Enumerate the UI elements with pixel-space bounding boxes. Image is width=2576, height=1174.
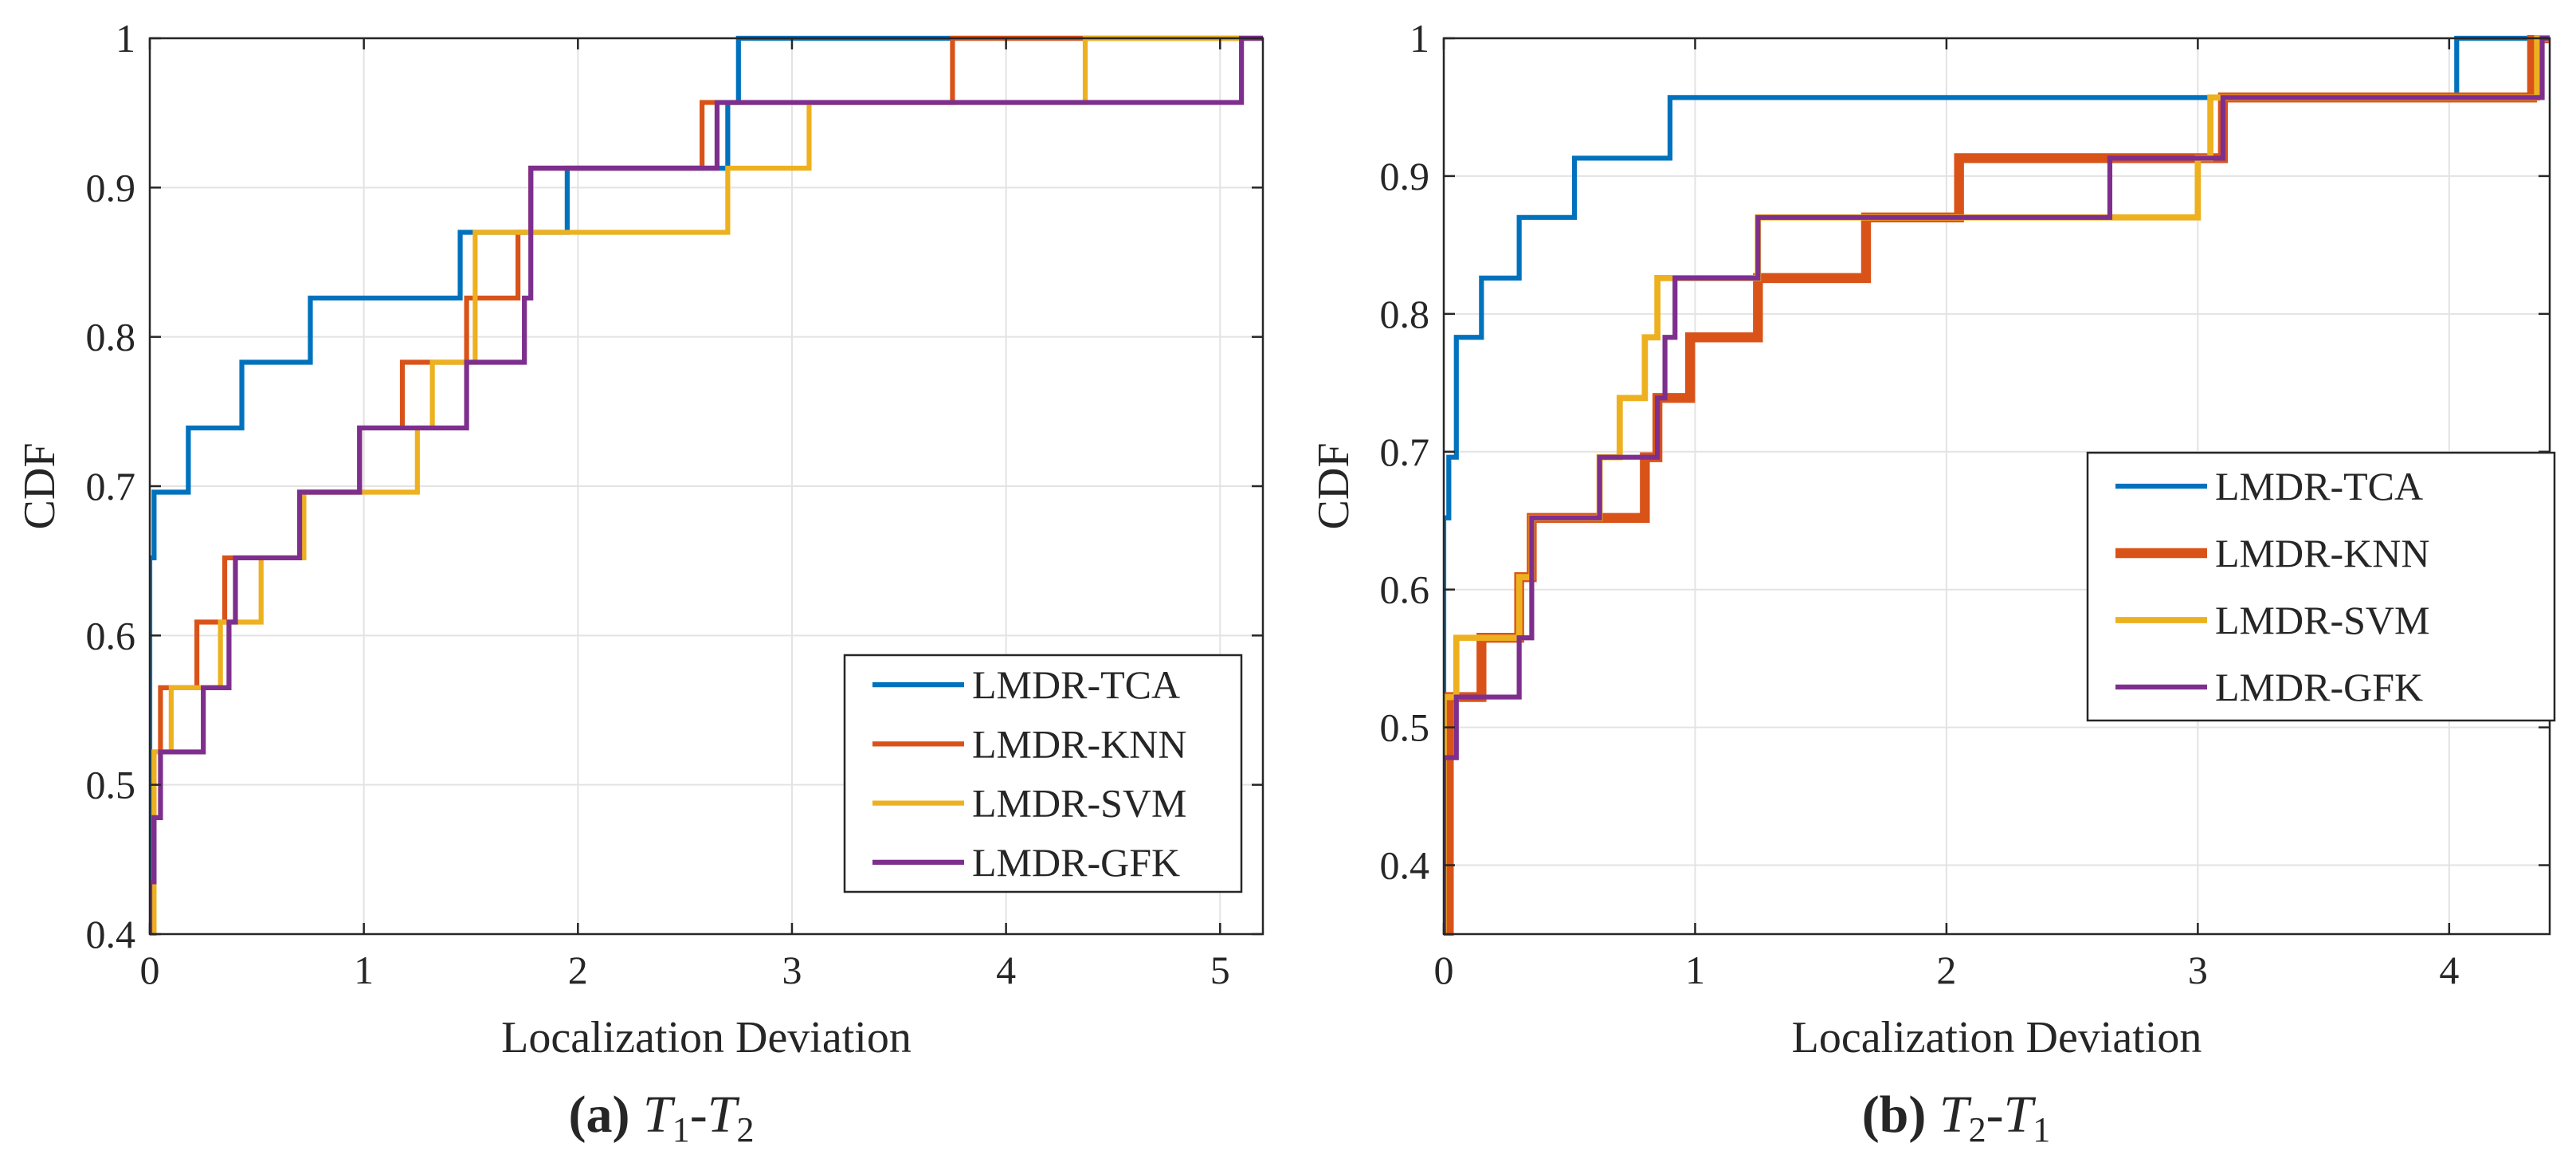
- caption-space: [630, 1086, 644, 1144]
- caption-t1: T: [643, 1086, 676, 1144]
- x-tick-label: 2: [568, 948, 588, 992]
- y-tick-label: 1: [1410, 16, 1429, 61]
- caption-dash: -: [1986, 1086, 2004, 1144]
- caption-t1: T: [1939, 1086, 1972, 1144]
- y-axis-title: CDF: [15, 443, 65, 530]
- legend-label-lmdr-svm: LMDR-SVM: [972, 781, 1186, 826]
- legend-label-lmdr-tca: LMDR-TCA: [2215, 464, 2423, 508]
- legend-box: [843, 654, 1243, 893]
- y-tick-label: 0.4: [86, 912, 136, 956]
- series-line-lmdr-tca: [1444, 35, 2550, 934]
- legend: LMDR-TCA LMDR-KNN LMDR-SVM LMDR-GFK: [843, 654, 1243, 893]
- y-tick-label: 0.7: [86, 464, 136, 508]
- x-tick-label: 4: [2439, 948, 2459, 992]
- series-group: [1444, 35, 2550, 936]
- y-tick-label: 0.4: [1380, 843, 1430, 888]
- x-axis-title: Localization Deviation: [501, 1013, 912, 1062]
- caption-label: (a): [569, 1086, 630, 1144]
- series-line-lmdr-gfk: [150, 35, 1263, 934]
- chart-a: 0 1 2 3 4 5 0.4 0.5 0.6 0.7 0.8 0.9 1 Localization De…: [15, 16, 1264, 1149]
- caption-t2: T: [708, 1086, 740, 1144]
- y-tick-label: 0.5: [86, 763, 136, 807]
- caption: (b) T2-T1: [1862, 1086, 2051, 1149]
- series-line-lmdr-svm: [150, 35, 1263, 936]
- caption-space: [1926, 1086, 1939, 1144]
- x-tick-label: 3: [782, 948, 802, 992]
- x-tick-label: 4: [996, 948, 1016, 992]
- legend-label-lmdr-gfk: LMDR-GFK: [2215, 665, 2423, 709]
- series-group: [150, 35, 1263, 936]
- series-line-lmdr-gfk: [1444, 35, 2550, 934]
- caption-sub2: 1: [2033, 1110, 2050, 1149]
- legend-label-lmdr-knn: LMDR-KNN: [972, 721, 1186, 766]
- y-tick-label: 0.9: [1380, 154, 1430, 198]
- y-tick-label: 0.8: [86, 315, 136, 359]
- x-tick-label: 1: [1685, 948, 1705, 992]
- y-tick-label: 0.7: [1380, 430, 1430, 474]
- y-tick-label: 0.9: [86, 165, 136, 210]
- y-tick-label: 0.6: [86, 613, 136, 658]
- caption: (a) T1-T2: [569, 1086, 755, 1149]
- caption-dash: -: [690, 1086, 708, 1144]
- y-axis-title: CDF: [1309, 443, 1359, 530]
- x-tick-label: 0: [1434, 948, 1454, 992]
- caption-t2: T: [2004, 1086, 2037, 1144]
- chart-b: 0 1 2 3 4 0.4 0.5 0.6 0.7 0.8 0.9 1 Localization Dev…: [1309, 16, 2556, 1149]
- y-tick-label: 0.6: [1380, 567, 1430, 612]
- x-tick-label: 5: [1210, 948, 1230, 992]
- y-tick-label: 0.8: [1380, 292, 1430, 336]
- x-tick-label: 2: [1936, 948, 1956, 992]
- legend-label-lmdr-svm: LMDR-SVM: [2215, 598, 2429, 642]
- caption-sub1: 2: [1969, 1110, 1986, 1149]
- y-tick-label: 0.5: [1380, 705, 1430, 750]
- caption-sub2: 2: [736, 1110, 754, 1149]
- legend-label-lmdr-tca: LMDR-TCA: [972, 662, 1180, 707]
- y-tick-label: 1: [116, 16, 135, 61]
- caption-label: (b): [1862, 1086, 1927, 1144]
- x-tick-label: 0: [140, 948, 160, 992]
- x-tick-label: 1: [354, 948, 374, 992]
- legend-label-lmdr-knn: LMDR-KNN: [2215, 531, 2429, 575]
- x-axis-title: Localization Deviation: [1792, 1013, 2202, 1062]
- legend-label-lmdr-gfk: LMDR-GFK: [972, 840, 1180, 885]
- legend-box: [2086, 451, 2556, 722]
- caption-sub1: 1: [672, 1110, 690, 1149]
- x-tick-label: 3: [2188, 948, 2208, 992]
- legend: LMDR-TCA LMDR-KNN LMDR-SVM LMDR-GFK: [2086, 451, 2556, 722]
